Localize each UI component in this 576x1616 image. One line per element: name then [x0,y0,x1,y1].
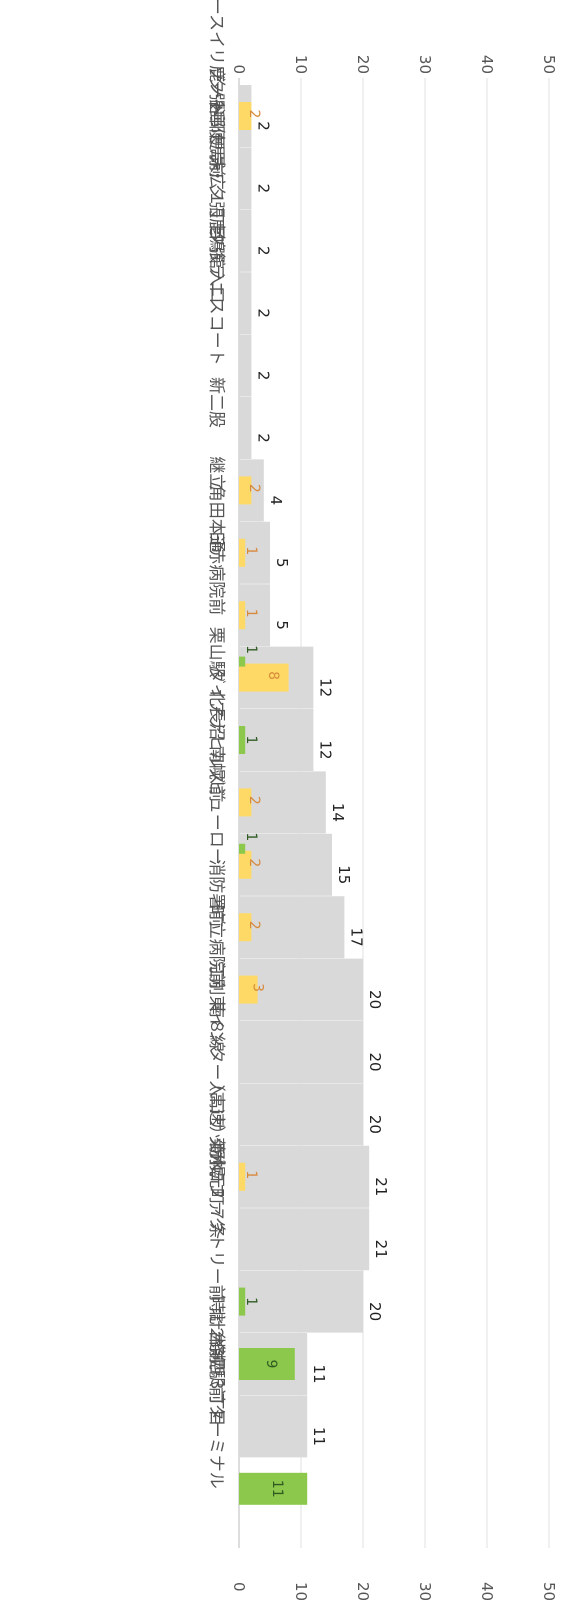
boarding-bar [239,601,246,630]
boarding-value-label: 8 [265,671,281,680]
onboard-total-label: 5 [273,620,291,630]
alighting-bar [239,1472,308,1505]
alighting-bar [239,656,246,667]
stop-name-label: 時計台前 [206,1296,226,1364]
onboard-total-label: 2 [254,371,272,381]
stop-name-label: 江別東インター入口 [206,961,226,1114]
boarding-value-label: 3 [249,983,265,992]
boarding-value-label: 2 [246,110,262,119]
boarding-bar [239,975,258,1004]
tick-label-bottom: 10 [292,1582,310,1601]
onboard-total-label: 5 [273,558,291,568]
value-axis-ticks: 0 0 10 10 20 20 30 30 40 40 50 50 [230,55,558,1601]
onboard-total-label: 21 [372,1240,390,1259]
stop-name-label: ダイアナヒルズ前 [206,667,226,803]
tick-label-top: 0 [230,64,248,74]
boarding-bar [239,663,289,692]
boarding-value-label: 1 [243,1170,259,1179]
alighting-bar [239,1287,246,1316]
alighting-value-label: 1 [243,1297,259,1306]
tick-label-bottom: 20 [354,1582,372,1601]
onboard-area [239,85,370,1520]
onboard-total-label: 20 [366,1115,384,1134]
bars-layer [239,85,370,1520]
boarding-value-label: 2 [246,796,262,805]
alighting-value-label: 9 [263,1360,279,1369]
alighting-bar [239,1348,295,1380]
onboard-total-label: 14 [329,803,347,822]
alighting-bar [239,843,246,854]
stop-name-label: 消防署前 [206,859,226,927]
stop-name-label: 角田本通 [206,485,226,553]
tick-label-top: 10 [292,55,310,74]
tick-label-top: 20 [354,55,372,74]
alighting-value-label: 1 [243,736,259,745]
onboard-total-label: 20 [366,1052,384,1071]
stop-name-label: 夕張テニスコート [206,230,226,366]
tick-label-bottom: 30 [416,1582,434,1601]
boarding-bar [239,850,252,879]
onboard-total-label: 15 [335,865,353,884]
stop-name-label: 新二股 [206,377,226,428]
alighting-value-label: 1 [243,645,259,654]
tick-label-bottom: 0 [230,1582,248,1592]
onboard-total-label: 2 [254,246,272,256]
boarding-value-label: 2 [246,484,262,493]
onboard-total-label: 17 [347,928,365,947]
stop-name-label: 末広１丁目 [206,156,226,241]
stop-name-label: 町立病院前 [206,905,226,990]
stop-name-label: レースイリゾート [206,0,226,116]
stop-name-label: 北２条西３丁目 [206,1307,226,1426]
onboard-total-label: 12 [316,678,334,697]
onboard-total-label: 11 [310,1427,328,1446]
boarding-bar [239,102,252,130]
category-axis-labels: レースイリゾート夕張郵便局前末広１丁目鹿ノ谷郵便局・夕張鹿鳴館入口夕張テニスコー… [206,0,226,1489]
onboard-total-label: 4 [267,496,285,506]
onboard-total-label: 20 [366,990,384,1009]
boarding-value-label: 2 [246,858,262,867]
tick-label-top: 30 [416,55,434,74]
stop-name-label: 北長沼 [206,689,226,740]
onboard-total-label: 2 [254,184,272,194]
tick-label-top: 40 [478,55,496,74]
alighting-value-label: 1 [243,832,259,841]
boarding-bar [239,538,246,567]
tick-label-bottom: 50 [540,1582,558,1601]
tick-label-bottom: 40 [478,1582,496,1601]
stop-name-label: サッポロファクトリー前 [206,1115,226,1302]
boarding-value-label: 1 [243,609,259,618]
onboard-total-label: 21 [372,1177,390,1196]
alighting-bar [239,726,246,754]
tick-label-top: 50 [540,55,558,74]
onboard-total-label: 2 [254,121,272,131]
stop-name-label: 日赤病院前 [206,530,226,615]
onboard-total-label: 20 [366,1302,384,1321]
stop-name-label: 札幌駅前ターミナル [206,1336,226,1489]
stop-name-label: 栗山駅 [206,627,226,678]
boarding-bar [239,913,252,942]
boarding-value-label: 1 [243,546,259,555]
boarding-bar [239,1162,246,1191]
boarding-bar [239,476,252,505]
onboard-total-label: 11 [310,1364,328,1383]
labels-layer: 2222222425151128112114215211722032020211… [243,110,390,1498]
stop-name-label: 菊水元町７条 [206,1137,226,1239]
boarding-value-label: 2 [246,921,262,930]
stop-name-label: （高速）野幌 [206,1075,226,1177]
stop-name-label: 継立 [206,456,226,490]
stop-name-label: 南幌ビューロー [206,746,226,865]
stop-name-label: 鹿ノ谷郵便局・夕張鹿鳴館入口 [206,65,226,303]
onboard-total-label: 2 [254,308,272,318]
stop-name-label: 南８線 [206,1001,226,1052]
stop-name-label: 夕張郵便局前 [206,76,226,178]
alighting-value-label: 11 [269,1480,285,1498]
onboard-total-label: 2 [254,433,272,443]
onboard-total-label: 12 [316,740,334,759]
boarding-bar [239,788,252,817]
